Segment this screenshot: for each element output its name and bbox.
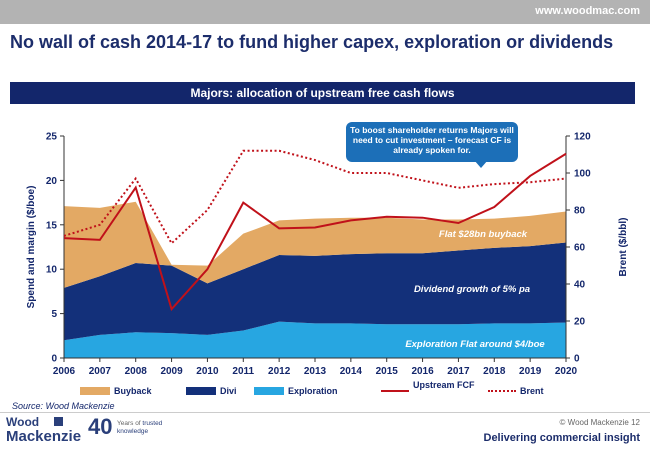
x-tick-label: 2007 (89, 366, 112, 377)
x-tick-label: 2020 (555, 366, 578, 377)
legend-swatch-fcf (381, 390, 409, 392)
copyright-text: © Wood Mackenzie 12 (559, 418, 640, 427)
y-tick-label-left: 5 (51, 309, 57, 320)
area-buyback (64, 201, 566, 288)
chart-annotation: Dividend growth of 5% pa (414, 284, 530, 295)
x-tick-label: 2015 (376, 366, 399, 377)
y-tick-label-left: 0 (51, 354, 57, 365)
legend-swatch-divi (186, 387, 216, 395)
x-tick-label: 2006 (53, 366, 76, 377)
x-tick-label: 2016 (411, 366, 434, 377)
x-tick-label: 2012 (268, 366, 291, 377)
top-bar: www.woodmac.com (0, 0, 650, 24)
logo-line-2: Mackenzie (6, 428, 82, 445)
y-tick-label-left: 20 (46, 176, 58, 187)
x-tick-label: 2017 (447, 366, 470, 377)
logo-line-1: Wood (6, 415, 40, 429)
y-tick-label-left: 10 (46, 265, 58, 276)
area-divi (64, 242, 566, 341)
chart-banner: Majors: allocation of upstream free cash… (10, 82, 635, 104)
y-tick-label-right: 100 (574, 169, 591, 180)
x-tick-label: 2011 (232, 366, 254, 377)
page-title: No wall of cash 2014-17 to fund higher c… (10, 32, 614, 52)
x-tick-label: 2008 (125, 366, 148, 377)
legend-swatch-brent (488, 390, 516, 392)
website-url: www.woodmac.com (535, 5, 640, 17)
y-tick-label-right: 20 (574, 317, 586, 328)
legend-swatch-exploration (254, 387, 284, 395)
y-tick-label-right: 80 (574, 206, 586, 217)
y-axis-title-right: Brent ($/bbl) (618, 218, 629, 277)
y-tick-label-right: 0 (574, 354, 580, 365)
logo-badge (54, 417, 63, 426)
x-tick-label: 2019 (519, 366, 542, 377)
y-tick-label-right: 40 (574, 280, 586, 291)
anniversary-number: 40 (88, 414, 113, 439)
x-tick-label: 2013 (304, 366, 327, 377)
chart-annotation: Flat $28bn buyback (439, 229, 528, 240)
x-tick-label: 2014 (340, 366, 363, 377)
callout-box: To boost shareholder returns Majors will… (346, 122, 518, 168)
legend-label-divi: Divi (220, 386, 237, 396)
y-tick-label-left: 25 (46, 132, 58, 143)
legend-label-fcf: Upstream FCF (413, 380, 475, 390)
chart-legend: Buyback Divi Exploration Upstream FCF Br… (0, 380, 650, 398)
footer-divider (0, 412, 650, 413)
allocation-chart: 0 5 10 15 20 25 0 20 40 60 80 100 120 2006 2007 2008 200… (26, 132, 629, 378)
y-tick-label-left: 15 (46, 220, 58, 231)
chart-annotation: Exploration Flat around $4/boe (405, 339, 545, 350)
y-tick-label-right: 120 (574, 132, 591, 143)
y-axis-title-left: Spend and margin ($/boe) (26, 186, 37, 309)
area-exploration (64, 321, 566, 358)
x-tick-label: 2010 (196, 366, 219, 377)
legend-label-buyback: Buyback (114, 386, 152, 396)
wood-mackenzie-logo: Wood Mackenzie (6, 415, 82, 446)
legend-swatch-buyback (80, 387, 110, 395)
anniversary-text: Years of trusted knowledge (117, 420, 163, 435)
tagline: Delivering commercial insight (483, 432, 641, 444)
x-tick-label: 2018 (483, 366, 506, 377)
legend-label-brent: Brent (520, 386, 544, 396)
legend-label-exploration: Exploration (288, 386, 338, 396)
source-note: Source: Wood Mackenzie (12, 401, 115, 411)
y-tick-label-right: 60 (574, 243, 586, 254)
x-tick-label: 2009 (160, 366, 183, 377)
